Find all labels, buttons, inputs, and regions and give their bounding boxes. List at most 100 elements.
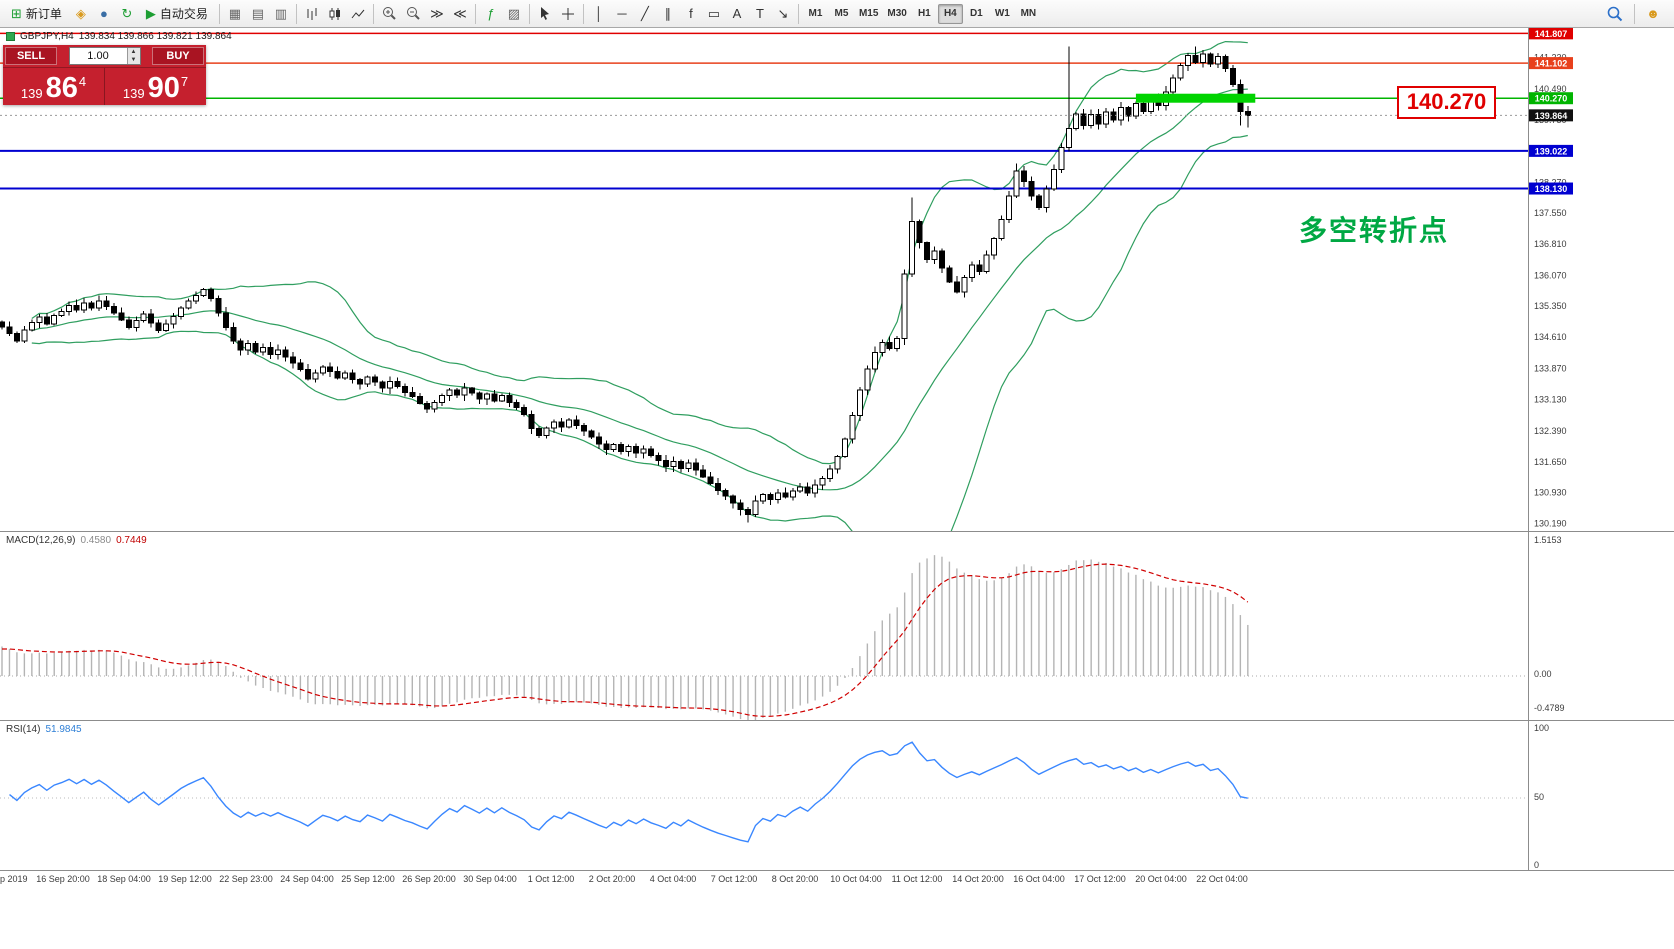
timeframe-h1[interactable]: H1 <box>917 8 931 19</box>
crosshair-button[interactable] <box>557 3 579 25</box>
toolbar-separator <box>372 3 374 24</box>
new-order-button[interactable]: ⊞ 新订单 <box>4 3 69 25</box>
toolbar-right-group: ☻ <box>1603 3 1670 25</box>
fibonacci-tool[interactable]: f <box>680 3 702 25</box>
horizontal-line-tool[interactable]: ─ <box>611 3 633 25</box>
price-chart-layer[interactable] <box>0 32 1528 578</box>
zoom-out-button[interactable] <box>402 3 425 25</box>
vertical-line-icon: │ <box>594 6 603 21</box>
text-label-tool[interactable]: T <box>749 3 771 25</box>
text-icon: A <box>732 6 742 21</box>
profiles-icon: ▤ <box>251 6 265 21</box>
time-axis-label: 24 Sep 04:00 <box>280 874 334 884</box>
rsi-value: 51.9845 <box>45 724 82 735</box>
refresh-icon: ↻ <box>121 6 133 21</box>
price-badge-text: 141.807 <box>1535 29 1568 39</box>
price-badge-139.864 <box>1529 109 1573 122</box>
timeframe-m30[interactable]: M30 <box>887 8 907 19</box>
main-toolbar: ⊞ 新订单 ◈ ● ↻ ▶ 自动交易 ▦ ▤ ▥ ≫ ≪ <box>0 0 1674 28</box>
channel-tool[interactable]: ∥ <box>657 3 679 25</box>
chart-shift-icon: ≪ <box>453 6 467 21</box>
new-chart-button[interactable]: ▦ <box>224 3 246 25</box>
macd-signal-line <box>2 563 1249 717</box>
buy-price-big: 90 <box>147 72 180 105</box>
macd-scale-tick: -0.4789 <box>1534 703 1565 713</box>
timeframe-h4[interactable]: H4 <box>937 3 963 24</box>
macd-indicator-label: MACD(12,26,9) 0.4580 0.7449 <box>6 535 147 546</box>
text-tool[interactable]: A <box>726 3 748 25</box>
timeframe-mn[interactable]: MN <box>1020 8 1037 19</box>
sell-button[interactable]: SELL <box>5 47 57 65</box>
timeframe-w1[interactable]: W1 <box>994 8 1010 19</box>
volume-spinner[interactable]: ▲ ▼ <box>126 48 140 64</box>
price-badge-138.130 <box>1529 182 1573 195</box>
spinner-up-icon[interactable]: ▲ <box>127 48 140 56</box>
axes-layer: 141.230140.490139.750139.010138.270137.5… <box>0 27 1674 884</box>
volume-input[interactable]: 1.00 ▲ ▼ <box>68 47 141 65</box>
toolbar-separator <box>295 3 297 24</box>
refresh-button[interactable]: ↻ <box>116 3 138 25</box>
search-button[interactable] <box>1603 3 1627 25</box>
tile-windows-button[interactable]: ▥ <box>270 3 292 25</box>
price-tick: 140.490 <box>1534 84 1567 94</box>
price-badge-text: 139.864 <box>1535 111 1568 121</box>
candlestick-chart-button[interactable] <box>324 3 346 25</box>
price-badge-140.270 <box>1529 92 1573 105</box>
turning-point-annotation[interactable]: 多空转折点 <box>1299 215 1450 246</box>
price-level-annotation[interactable]: 140.270 <box>1397 86 1496 119</box>
line-chart-button[interactable] <box>347 3 369 25</box>
spinner-down-icon[interactable]: ▼ <box>127 56 140 64</box>
rsi-panel[interactable] <box>0 741 1528 843</box>
toolbar-separator <box>218 3 220 24</box>
zoom-out-icon <box>406 7 420 20</box>
rsi-scale-tick: 50 <box>1534 792 1544 802</box>
chart-symbol-icon <box>6 32 15 41</box>
templates-button[interactable]: ▨ <box>503 3 525 25</box>
rsi-name: RSI(14) <box>6 724 41 735</box>
cursor-button[interactable] <box>534 3 556 25</box>
arrow-tool[interactable]: ↘ <box>772 3 794 25</box>
macd-histogram <box>1 555 1249 720</box>
trendline-icon: ╱ <box>641 6 649 21</box>
trendline-tool[interactable]: ╱ <box>634 3 656 25</box>
macd-panel[interactable] <box>0 555 1528 721</box>
sell-price-display[interactable]: 139 86 4 <box>3 68 104 105</box>
community-button[interactable]: ☻ <box>1642 3 1664 25</box>
candles <box>0 46 1251 523</box>
time-axis-label: 1 Oct 12:00 <box>528 874 575 884</box>
bollinger-upper-band <box>31 40 1248 465</box>
auto-scroll-button[interactable]: ≫ <box>426 3 448 25</box>
timeframe-m5[interactable]: M5 <box>834 8 849 19</box>
buy-price-display[interactable]: 139 90 7 <box>105 68 206 105</box>
buy-price-prefix: 139 <box>122 85 145 101</box>
bar-chart-button[interactable] <box>301 3 323 25</box>
rsi-scale-tick: 0 <box>1534 860 1539 870</box>
tile-windows-icon: ▥ <box>274 6 288 21</box>
profiles-button[interactable]: ▤ <box>247 3 269 25</box>
data-window-button[interactable]: ● <box>93 3 115 25</box>
autotrading-button[interactable]: ▶ 自动交易 <box>139 3 215 25</box>
autotrading-play-icon: ▶ <box>145 6 156 21</box>
indicators-button[interactable]: ƒ <box>480 3 502 25</box>
timeframe-m15[interactable]: M15 <box>858 8 879 19</box>
shapes-tool[interactable]: ▭ <box>703 3 725 25</box>
community-icon: ☻ <box>1646 6 1660 21</box>
zoom-in-button[interactable] <box>378 3 401 25</box>
support-zone-segment[interactable] <box>1135 93 1256 103</box>
timeframe-m1[interactable]: M1 <box>808 8 823 19</box>
market-watch-button[interactable]: ◈ <box>70 3 92 25</box>
macd-signal-value: 0.7449 <box>116 535 147 546</box>
buy-price-sup: 7 <box>180 74 189 89</box>
time-axis-label: 14 Oct 20:00 <box>952 874 1004 884</box>
vertical-line-tool[interactable]: │ <box>588 3 610 25</box>
timeframe-toolbar: M1 M5 M15 M30 H1 H4 D1 W1 MN <box>803 3 1041 24</box>
price-tick: 136.810 <box>1534 239 1567 249</box>
chart-shift-button[interactable]: ≪ <box>449 3 471 25</box>
timeframe-d1[interactable]: D1 <box>969 8 983 19</box>
bar-chart-icon <box>307 7 317 20</box>
time-axis-label: 2 Oct 20:00 <box>589 874 636 884</box>
auto-scroll-icon: ≫ <box>430 6 444 21</box>
buy-button[interactable]: BUY <box>152 47 204 65</box>
arrow-icon: ↘ <box>777 6 789 21</box>
